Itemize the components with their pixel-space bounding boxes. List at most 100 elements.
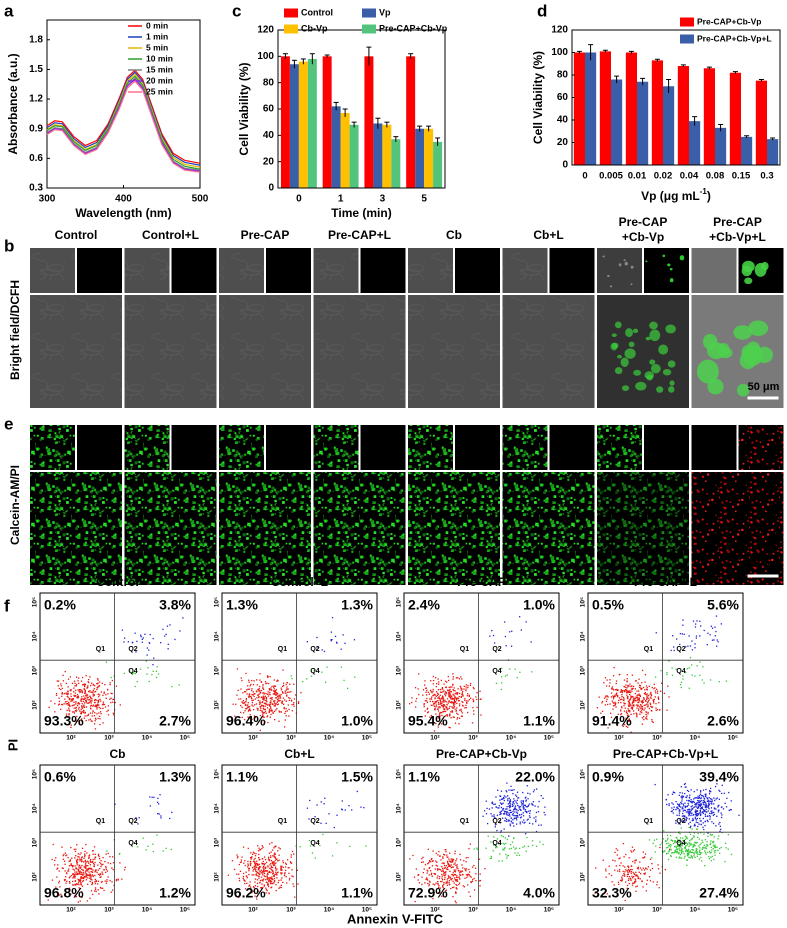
event-dot xyxy=(465,706,467,709)
event-dot xyxy=(459,853,461,856)
event-dot xyxy=(80,708,82,711)
event-dot xyxy=(442,691,444,693)
event-dot xyxy=(451,866,454,868)
event-dot xyxy=(468,694,470,696)
event-dot xyxy=(632,871,634,873)
event-dot xyxy=(257,688,260,691)
event-dot xyxy=(532,804,534,806)
x-tick-label: 5 xyxy=(421,194,427,205)
event-dot xyxy=(707,820,709,823)
event-dot xyxy=(443,867,446,869)
x-tick-label: 0.15 xyxy=(732,171,751,182)
y-tick-label: 10⁵ xyxy=(32,769,39,779)
event-dot xyxy=(705,811,707,813)
scale-bar-label: 50 μm xyxy=(748,381,780,393)
event-dot xyxy=(268,708,271,711)
event-dot xyxy=(453,882,455,884)
event-dot xyxy=(68,697,71,700)
event-dot xyxy=(455,709,457,711)
event-dot xyxy=(699,852,702,854)
event-dot xyxy=(79,691,81,694)
event-dot xyxy=(138,816,140,819)
event-dot xyxy=(704,820,706,823)
event-dot xyxy=(449,870,451,873)
event-dot xyxy=(506,811,508,813)
event-dot xyxy=(266,872,269,874)
event-dot xyxy=(262,697,264,699)
event-dot xyxy=(284,699,286,701)
event-dot xyxy=(511,822,513,824)
event-dot xyxy=(90,870,92,873)
event-dot xyxy=(632,876,635,878)
event-dot xyxy=(254,861,256,864)
event-dot xyxy=(453,694,455,697)
event-dot xyxy=(461,678,463,680)
event-dot xyxy=(446,856,448,858)
event-dot xyxy=(719,825,722,827)
x-tick-label: 0.3 xyxy=(760,171,773,182)
pi-thumb xyxy=(171,425,217,470)
event-dot xyxy=(515,795,518,798)
event-dot xyxy=(699,635,701,637)
event-dot xyxy=(67,704,69,706)
event-dot xyxy=(268,711,271,713)
event-dot xyxy=(266,703,268,706)
event-dot xyxy=(463,685,465,688)
bar xyxy=(677,66,689,165)
event-dot xyxy=(706,806,708,808)
event-dot xyxy=(622,865,624,867)
event-dot xyxy=(617,689,619,691)
event-dot xyxy=(450,864,452,866)
event-dot xyxy=(442,856,444,858)
event-dot xyxy=(261,847,263,850)
event-dot xyxy=(683,847,686,849)
event-dot xyxy=(695,849,697,852)
event-dot xyxy=(273,856,275,858)
event-dot xyxy=(450,866,453,869)
event-dot xyxy=(80,873,83,875)
event-dot xyxy=(519,823,521,825)
event-dot xyxy=(449,688,451,691)
error-bar xyxy=(333,101,339,111)
event-dot xyxy=(259,871,261,873)
event-dot xyxy=(68,870,70,872)
event-dot xyxy=(661,682,663,684)
event-dot xyxy=(654,690,656,692)
event-dot xyxy=(274,857,277,859)
event-dot xyxy=(261,713,264,715)
event-dot xyxy=(365,845,367,847)
dcfh-thumb xyxy=(455,248,500,293)
event-dot xyxy=(696,828,698,830)
event-dot xyxy=(430,873,433,876)
event-dot xyxy=(284,869,287,872)
event-dot xyxy=(627,710,630,712)
event-dot xyxy=(683,853,685,855)
event-dot xyxy=(690,814,692,817)
event-dot xyxy=(77,870,80,872)
event-dot xyxy=(436,868,439,870)
event-dot xyxy=(473,713,475,715)
event-dot xyxy=(535,819,537,821)
event-dot xyxy=(84,867,87,869)
event-dot xyxy=(261,710,263,712)
event-dot xyxy=(459,872,461,874)
event-dot xyxy=(426,869,428,871)
event-dot xyxy=(643,709,645,711)
panel-letter: c xyxy=(232,1,241,20)
event-dot xyxy=(84,690,86,692)
event-dot xyxy=(430,680,432,682)
x-tick-label: 0.01 xyxy=(628,171,647,182)
event-dot xyxy=(443,704,446,706)
event-dot xyxy=(434,698,436,700)
event-dot xyxy=(713,840,715,843)
event-dot xyxy=(624,688,627,691)
event-dot xyxy=(451,695,453,697)
event-dot xyxy=(266,682,268,684)
quadrant-percent: 1.5% xyxy=(341,769,373,785)
event-dot xyxy=(100,691,103,693)
event-dot xyxy=(628,882,630,885)
event-dot xyxy=(147,667,149,669)
event-dot xyxy=(510,817,513,819)
quadrant-percent: 32.3% xyxy=(592,885,632,901)
event-dot xyxy=(275,692,278,694)
